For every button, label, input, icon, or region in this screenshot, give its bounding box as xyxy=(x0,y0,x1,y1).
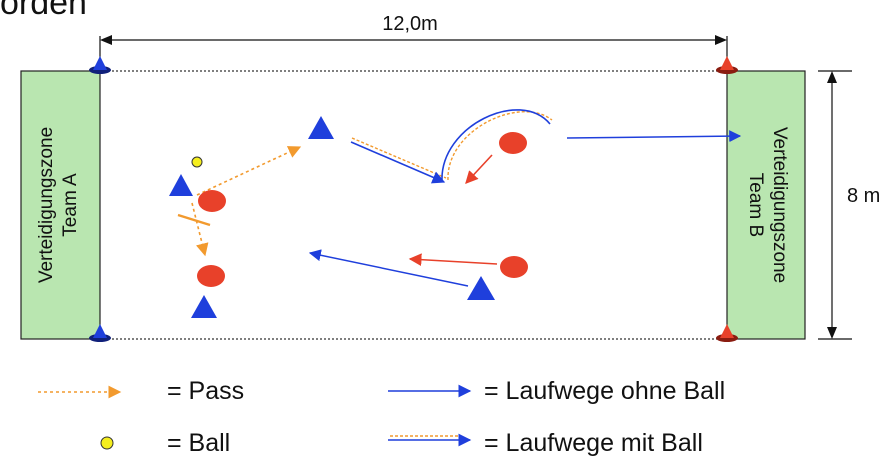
cone-red-top-right xyxy=(716,56,738,74)
width-dimension: 12,0m xyxy=(99,13,728,70)
attacker-blue xyxy=(191,295,217,318)
run-with-ball-straight xyxy=(350,137,447,184)
defender-move-arrow xyxy=(465,154,493,184)
cone-red-bottom-right xyxy=(716,324,738,342)
svg-text:Verteidigungszone: Verteidigungszone xyxy=(36,127,57,283)
legend-run-with-ball-label: = Laufwege mit Ball xyxy=(484,429,703,457)
run-with-ball-curved xyxy=(441,109,553,182)
legend: = Pass = Ball = Laufwege ohne Ball = Lau… xyxy=(38,377,725,457)
defender-move-arrow xyxy=(408,253,498,267)
legend-pass-label: = Pass xyxy=(167,377,244,405)
header-fragment: orden xyxy=(0,0,87,22)
svg-text:Team A: Team A xyxy=(60,173,81,237)
attacker-blue xyxy=(308,116,334,139)
attacker-blue xyxy=(169,174,193,196)
defender-red xyxy=(500,256,528,278)
width-label: 12,0m xyxy=(382,13,438,35)
cone-blue-top-left xyxy=(89,56,111,74)
pass-arrow xyxy=(191,202,209,257)
pass-block-mark xyxy=(177,213,211,227)
attacker-blue xyxy=(467,276,495,300)
legend-run-without-ball-label: = Laufwege ohne Ball xyxy=(484,377,725,405)
ball xyxy=(191,156,203,168)
legend-ball-label: = Ball xyxy=(167,429,230,457)
pass-arrow xyxy=(196,146,302,196)
defender-red xyxy=(499,132,527,154)
defender-red xyxy=(198,190,226,212)
defense-zone-a xyxy=(20,70,101,340)
defender-red xyxy=(197,265,225,287)
legend-ball-swatch xyxy=(100,436,114,450)
zone-b-label: Verteidigungszone Team B xyxy=(745,127,790,283)
height-dimension: 8 m xyxy=(818,70,880,340)
cone-blue-bottom-left xyxy=(89,324,111,342)
height-label: 8 m xyxy=(847,185,880,207)
svg-text:Verteidigungszone: Verteidigungszone xyxy=(769,127,790,283)
zone-a-label: Verteidigungszone Team A xyxy=(36,127,81,283)
run-without-ball-arrow xyxy=(566,130,742,143)
defense-zone-b xyxy=(726,70,806,340)
svg-text:Team B: Team B xyxy=(745,173,766,237)
run-without-ball-arrow xyxy=(308,249,469,287)
